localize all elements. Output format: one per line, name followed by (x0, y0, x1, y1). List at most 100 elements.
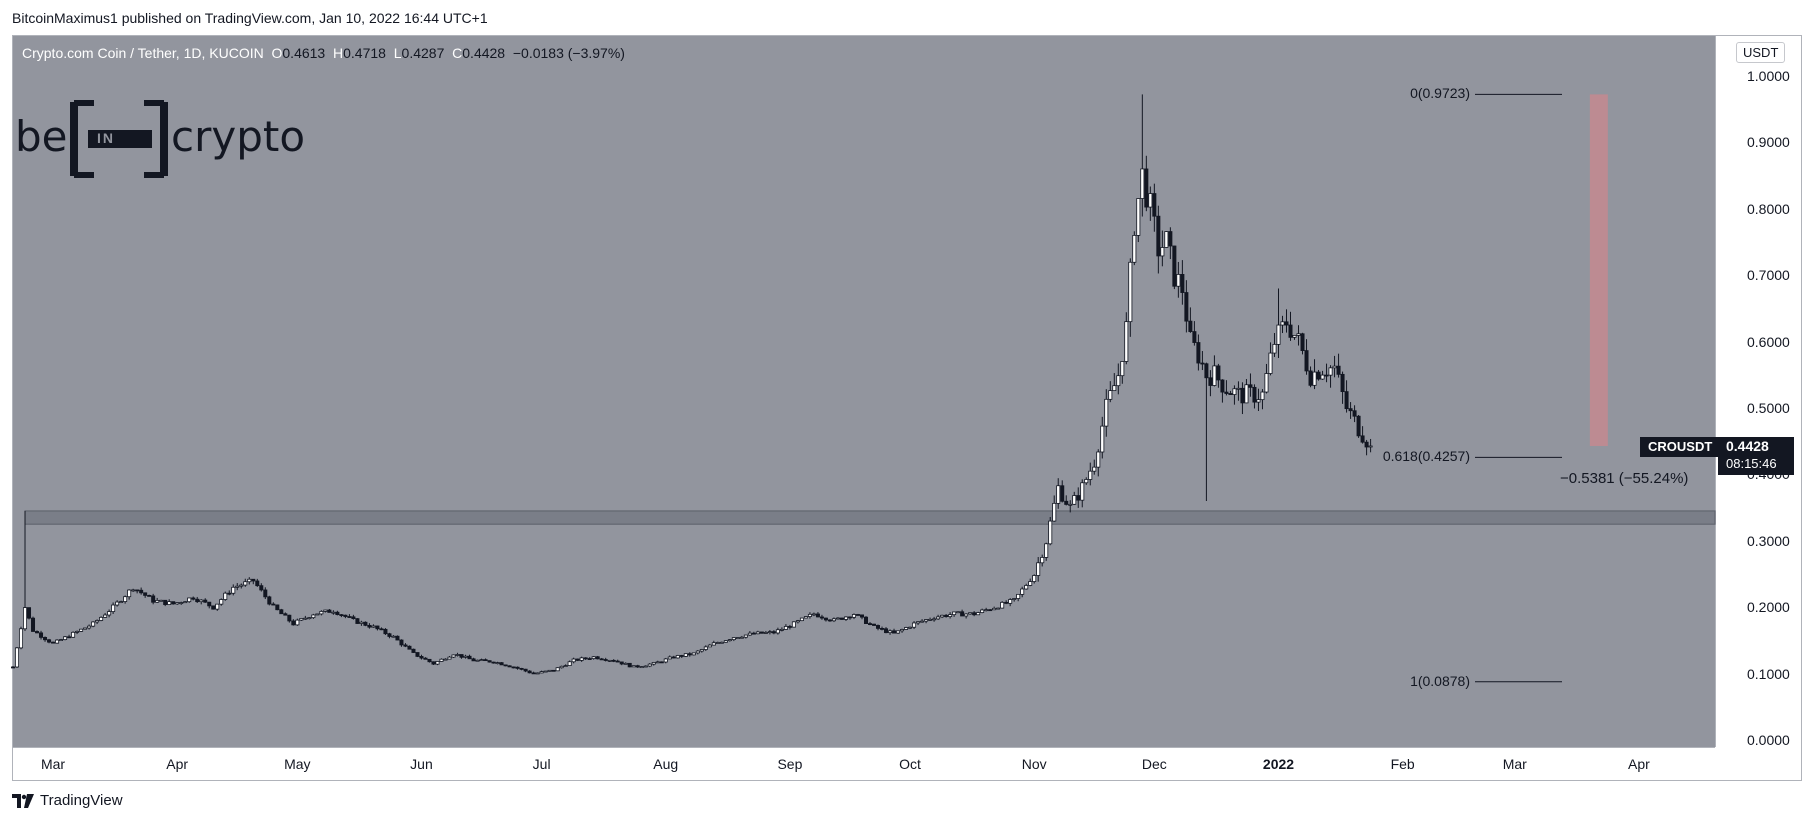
candle (795, 619, 800, 624)
candle-body (1304, 350, 1309, 372)
candle (331, 610, 336, 615)
time-axis[interactable]: Mar Apr May Jun Jul Aug Sep Oct Nov Dec 2022 Feb Mar… (13, 747, 1715, 780)
candle (1252, 384, 1257, 409)
candle-body (555, 667, 560, 672)
candle (1136, 198, 1141, 243)
candle-body (331, 611, 336, 614)
candle-body (375, 625, 380, 630)
candle-body (15, 647, 20, 668)
candle (487, 660, 492, 663)
tradingview-footer[interactable]: TradingView (12, 792, 123, 809)
candle (219, 598, 224, 606)
candle-body (1012, 598, 1017, 600)
candle-body (623, 662, 628, 665)
candle (851, 613, 856, 620)
candle (599, 657, 604, 661)
candle-body (519, 667, 524, 670)
candle (715, 641, 720, 644)
legend-low-label: L (393, 45, 402, 61)
candle (239, 583, 244, 589)
support-zone[interactable] (24, 510, 1716, 525)
candle-body (547, 669, 552, 672)
candle-body (159, 599, 164, 602)
candle-body (1256, 399, 1261, 403)
candle (155, 597, 160, 603)
candle-body (1248, 384, 1253, 388)
candle (35, 630, 40, 634)
candle-body (635, 665, 640, 668)
candle-body (415, 652, 420, 657)
candle-body (1116, 375, 1121, 387)
time-tick-label: May (284, 756, 311, 772)
candle (739, 635, 744, 639)
candle-body (1212, 365, 1217, 386)
fib-level-label: 0.618(0.4257) (1382, 448, 1470, 465)
candle-body (1148, 193, 1153, 208)
candle (1356, 414, 1361, 438)
candle (75, 630, 80, 635)
candle (707, 643, 712, 648)
candle (463, 654, 468, 659)
candle-body (1080, 482, 1085, 501)
candle (992, 606, 997, 611)
candle (1336, 353, 1341, 378)
candle-body (855, 614, 860, 616)
candle (199, 599, 204, 605)
candle-body (1264, 373, 1269, 393)
candle (1260, 389, 1265, 410)
candle (271, 602, 276, 606)
candle-body (775, 629, 780, 634)
candle (976, 611, 981, 616)
candle (1140, 94, 1145, 217)
candle-body (151, 595, 156, 603)
time-tick-label: 2022 (1262, 756, 1295, 772)
candle-body (771, 631, 776, 634)
candle-body (255, 580, 260, 587)
candle (771, 630, 776, 635)
candle (359, 620, 364, 626)
candle-body (419, 656, 424, 659)
candle (231, 584, 236, 596)
candle (984, 607, 989, 612)
price-tick-label: 0.7000 (1747, 267, 1790, 284)
currency-unit-button[interactable]: USDT (1736, 42, 1786, 63)
candle (920, 619, 925, 623)
candle (419, 654, 424, 660)
candle-body (279, 609, 284, 615)
candle (880, 626, 885, 631)
candle (655, 660, 660, 664)
candle-body (1340, 373, 1345, 393)
candle (1276, 288, 1281, 359)
candle (956, 611, 961, 614)
candle-body (427, 658, 432, 663)
candle-body (723, 640, 728, 643)
price-range-measure[interactable] (1589, 94, 1608, 446)
candle (964, 613, 969, 619)
candle-body (707, 644, 712, 648)
candle-body (467, 655, 472, 660)
candle (1244, 379, 1249, 404)
candle-body (291, 620, 296, 626)
bar-countdown: 08:15:46 (1726, 456, 1777, 471)
candle (639, 666, 644, 669)
candle (1248, 373, 1253, 397)
candle (1132, 231, 1137, 266)
candle-body (523, 668, 528, 672)
candle-body (948, 614, 953, 617)
candle (1368, 438, 1373, 453)
candle (579, 656, 584, 662)
candle (347, 614, 352, 618)
chart-plot-area[interactable] (13, 36, 1715, 747)
candle (587, 657, 592, 660)
candle-body (359, 621, 364, 624)
candle (491, 661, 496, 664)
candle (892, 628, 897, 634)
price-axis[interactable] (1715, 36, 1801, 747)
candle-body (199, 599, 204, 603)
candle-body (131, 589, 136, 592)
candle (960, 609, 965, 617)
candle-body (175, 602, 180, 605)
legend-open-label: O (271, 45, 283, 61)
candle-body (503, 664, 508, 667)
candle (447, 656, 452, 660)
